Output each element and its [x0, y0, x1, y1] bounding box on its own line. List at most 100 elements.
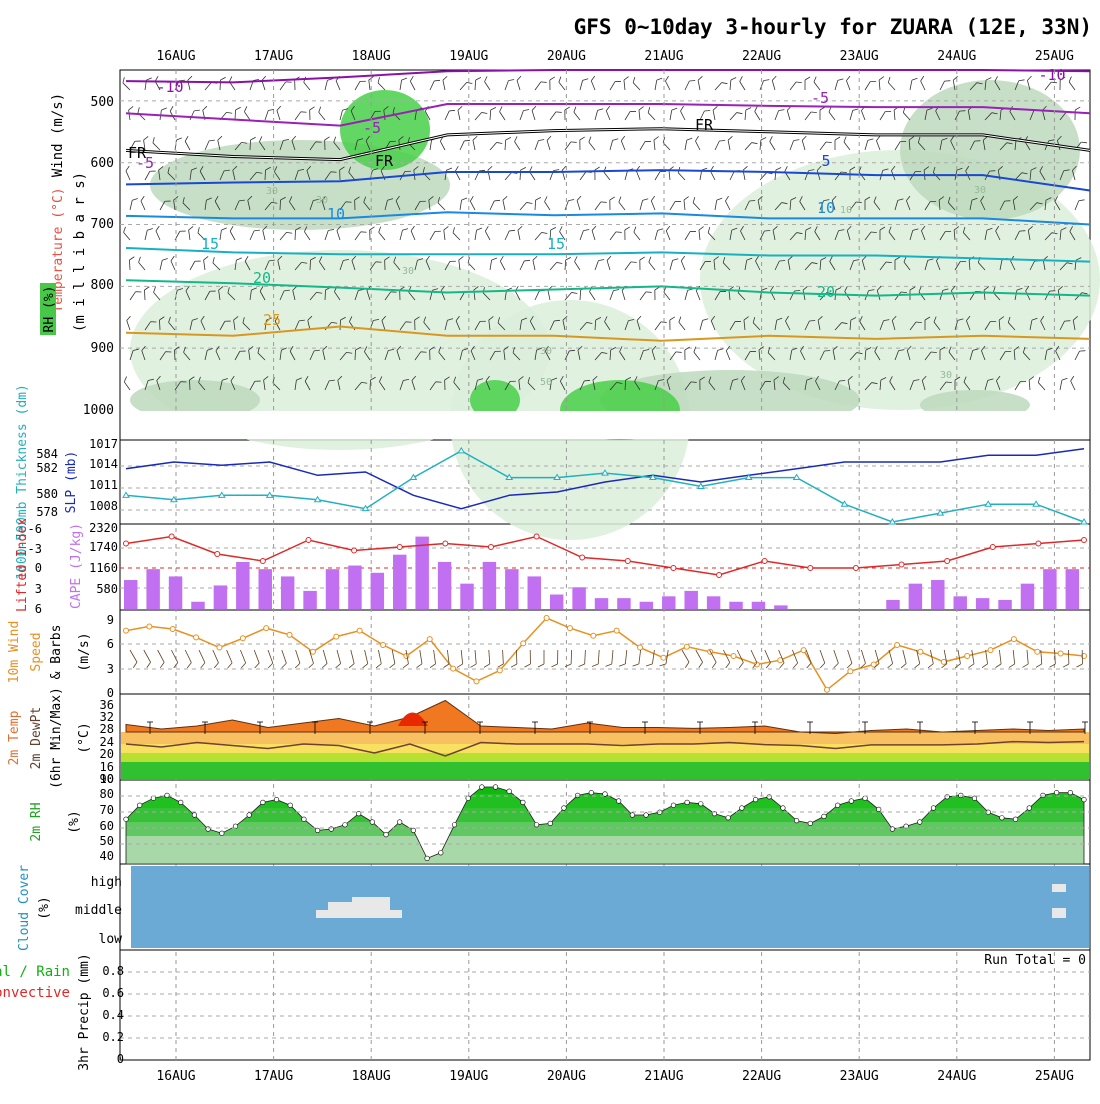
slp-left-tick: 578: [36, 505, 58, 519]
rh-tick: 50: [100, 834, 114, 848]
rh-point: [890, 827, 895, 832]
precip-ylabel-b: Convective: [0, 985, 70, 1001]
rh-point: [288, 803, 293, 808]
temp-band: [121, 762, 1089, 779]
run-total: Run Total = 0: [984, 953, 1086, 968]
wind-speed-point: [661, 655, 666, 660]
precip-ylabel-a: Total / Rain: [0, 964, 70, 980]
contour-label: 30: [316, 195, 328, 206]
cape-bar: [662, 596, 675, 609]
wind-tick: 3: [107, 662, 114, 676]
lifted-index-point: [625, 559, 630, 564]
lifted-index-point: [1082, 538, 1087, 543]
contour-label: FR: [375, 152, 394, 170]
cape-bar: [326, 569, 339, 609]
wind-speed-point: [918, 649, 923, 654]
contour-label: 15: [201, 235, 219, 253]
contour-label: 20: [253, 269, 271, 287]
lifted-index-point: [808, 566, 813, 571]
rh-point: [411, 828, 416, 833]
wind-speed-point: [567, 626, 572, 631]
lifted-index-point: [853, 566, 858, 571]
wind-barb-staff: [340, 320, 341, 330]
main-ylabel-mb: (m i l l i b a r s): [72, 172, 88, 332]
main-ytick: 700: [91, 217, 114, 232]
wind-speed-point: [1035, 649, 1040, 654]
rh-point: [644, 813, 649, 818]
wind-speed-point: [124, 628, 129, 633]
rh-point: [781, 806, 786, 811]
li-ylabel: Lifted Index: [15, 518, 30, 612]
rh-point: [972, 796, 977, 801]
date-label-top: 24AUG: [937, 49, 976, 64]
cloud-level-high: high: [91, 875, 122, 890]
wind-speed-point: [988, 648, 993, 653]
cape-bar: [281, 576, 294, 609]
rh-point: [137, 803, 142, 808]
cape-bar: [931, 580, 944, 609]
date-label-top: 21AUG: [644, 49, 683, 64]
cape-bar: [909, 584, 922, 609]
cape-bar: [976, 598, 989, 609]
rh-point: [699, 802, 704, 807]
cape-bar: [752, 602, 765, 609]
contour-label: 30: [540, 346, 552, 357]
rh-point: [206, 827, 211, 832]
temp-band: [121, 732, 1089, 744]
cape-bar: [729, 602, 742, 609]
main-ylabel-wind: Wind (m/s): [50, 93, 66, 177]
cloud-level-low: low: [99, 932, 123, 947]
cape-bar: [886, 600, 899, 609]
contour-label: FR: [695, 116, 714, 134]
lifted-index-point: [124, 541, 129, 546]
wind-speed-point: [427, 637, 432, 642]
lifted-index-point: [488, 545, 493, 550]
contour-label: 15: [547, 235, 565, 253]
rh-point: [124, 817, 129, 822]
lifted-index-point: [580, 555, 585, 560]
rh-point: [466, 796, 471, 801]
rh-point: [480, 785, 485, 790]
temp-ylabel-unit: (°C): [77, 722, 92, 753]
temp-ylabel-a: 2m Temp: [7, 710, 22, 765]
temp-ylabel-b: 2m DewPt: [29, 707, 44, 770]
date-label-top: 19AUG: [449, 49, 488, 64]
wind-speed-point: [240, 636, 245, 641]
wind-speed-point: [684, 644, 689, 649]
date-label-bottom: 22AUG: [742, 1069, 781, 1084]
slp-right-tick: 1017: [89, 437, 118, 451]
contour-label: 50: [540, 377, 552, 388]
rh-tick: 90: [100, 772, 114, 786]
rh-point: [575, 793, 580, 798]
rh-point: [726, 816, 731, 821]
rh-point: [274, 797, 279, 802]
wind-speed-point: [451, 666, 456, 671]
temp-tick: 28: [100, 722, 114, 736]
slp-left-tick: 584: [36, 447, 58, 461]
rh-point: [685, 800, 690, 805]
rh-point: [521, 800, 526, 805]
rh-point: [507, 789, 512, 794]
cape-bar: [595, 598, 608, 609]
cloud-patch: [1052, 908, 1066, 918]
wind-speed-point: [334, 634, 339, 639]
wind-speed-point: [147, 624, 152, 629]
wind-speed-point: [965, 654, 970, 659]
date-label-top: 18AUG: [352, 49, 391, 64]
rh-point: [165, 793, 170, 798]
wind-speed-point: [801, 648, 806, 653]
rh-band: [121, 822, 1089, 836]
temp-ylabel-c: (6hr Min/Max): [49, 687, 64, 789]
lifted-index-point: [215, 552, 220, 557]
rh-point: [1013, 817, 1018, 822]
rh-shade: [900, 80, 1080, 220]
lifted-index-point: [762, 559, 767, 564]
cape-bar: [460, 584, 473, 609]
cape-bar: [348, 566, 361, 609]
rh-point: [178, 800, 183, 805]
cape-bar: [191, 602, 204, 609]
rh-point: [151, 796, 156, 801]
rh-point: [931, 806, 936, 811]
wind-barb-staff: [189, 380, 190, 390]
